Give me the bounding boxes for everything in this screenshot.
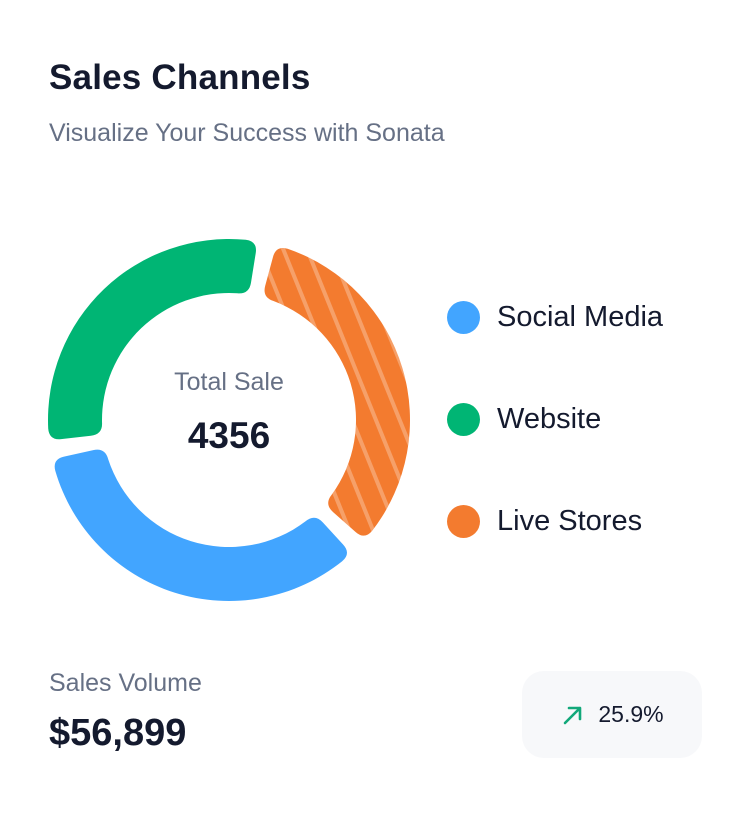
legend-dot-live-stores bbox=[447, 504, 480, 538]
growth-badge: 25.9% bbox=[522, 671, 702, 758]
total-sale-label: Total Sale bbox=[174, 368, 284, 396]
slice-website bbox=[47, 238, 256, 440]
card-title: Sales Channels bbox=[49, 58, 311, 97]
slice-live-stores-stripes bbox=[264, 247, 410, 536]
legend-label: Social Media bbox=[497, 300, 664, 333]
legend-item-live-stores: Live Stores bbox=[447, 499, 747, 543]
growth-value: 25.9% bbox=[598, 701, 664, 727]
legend-item-website: Website bbox=[447, 397, 747, 441]
sales-volume-value: $56,899 bbox=[49, 712, 187, 754]
card-subtitle: Visualize Your Success with Sonata bbox=[49, 119, 445, 147]
total-sale-value: 4356 bbox=[187, 415, 271, 456]
arrow-up-right-icon bbox=[564, 706, 582, 724]
legend-label: Live Stores bbox=[497, 504, 643, 537]
legend-label: Website bbox=[497, 402, 602, 435]
donut-chart: Total Sale 4356 bbox=[34, 225, 424, 615]
chart-legend: Social Media Website Live Stores bbox=[447, 295, 747, 601]
slice-social-media bbox=[54, 449, 347, 601]
legend-dot-social-media bbox=[447, 300, 480, 334]
donut-svg bbox=[47, 238, 410, 601]
legend-item-social-media: Social Media bbox=[447, 295, 747, 339]
legend-dot-website bbox=[447, 402, 480, 436]
sales-volume-label: Sales Volume bbox=[49, 669, 202, 697]
